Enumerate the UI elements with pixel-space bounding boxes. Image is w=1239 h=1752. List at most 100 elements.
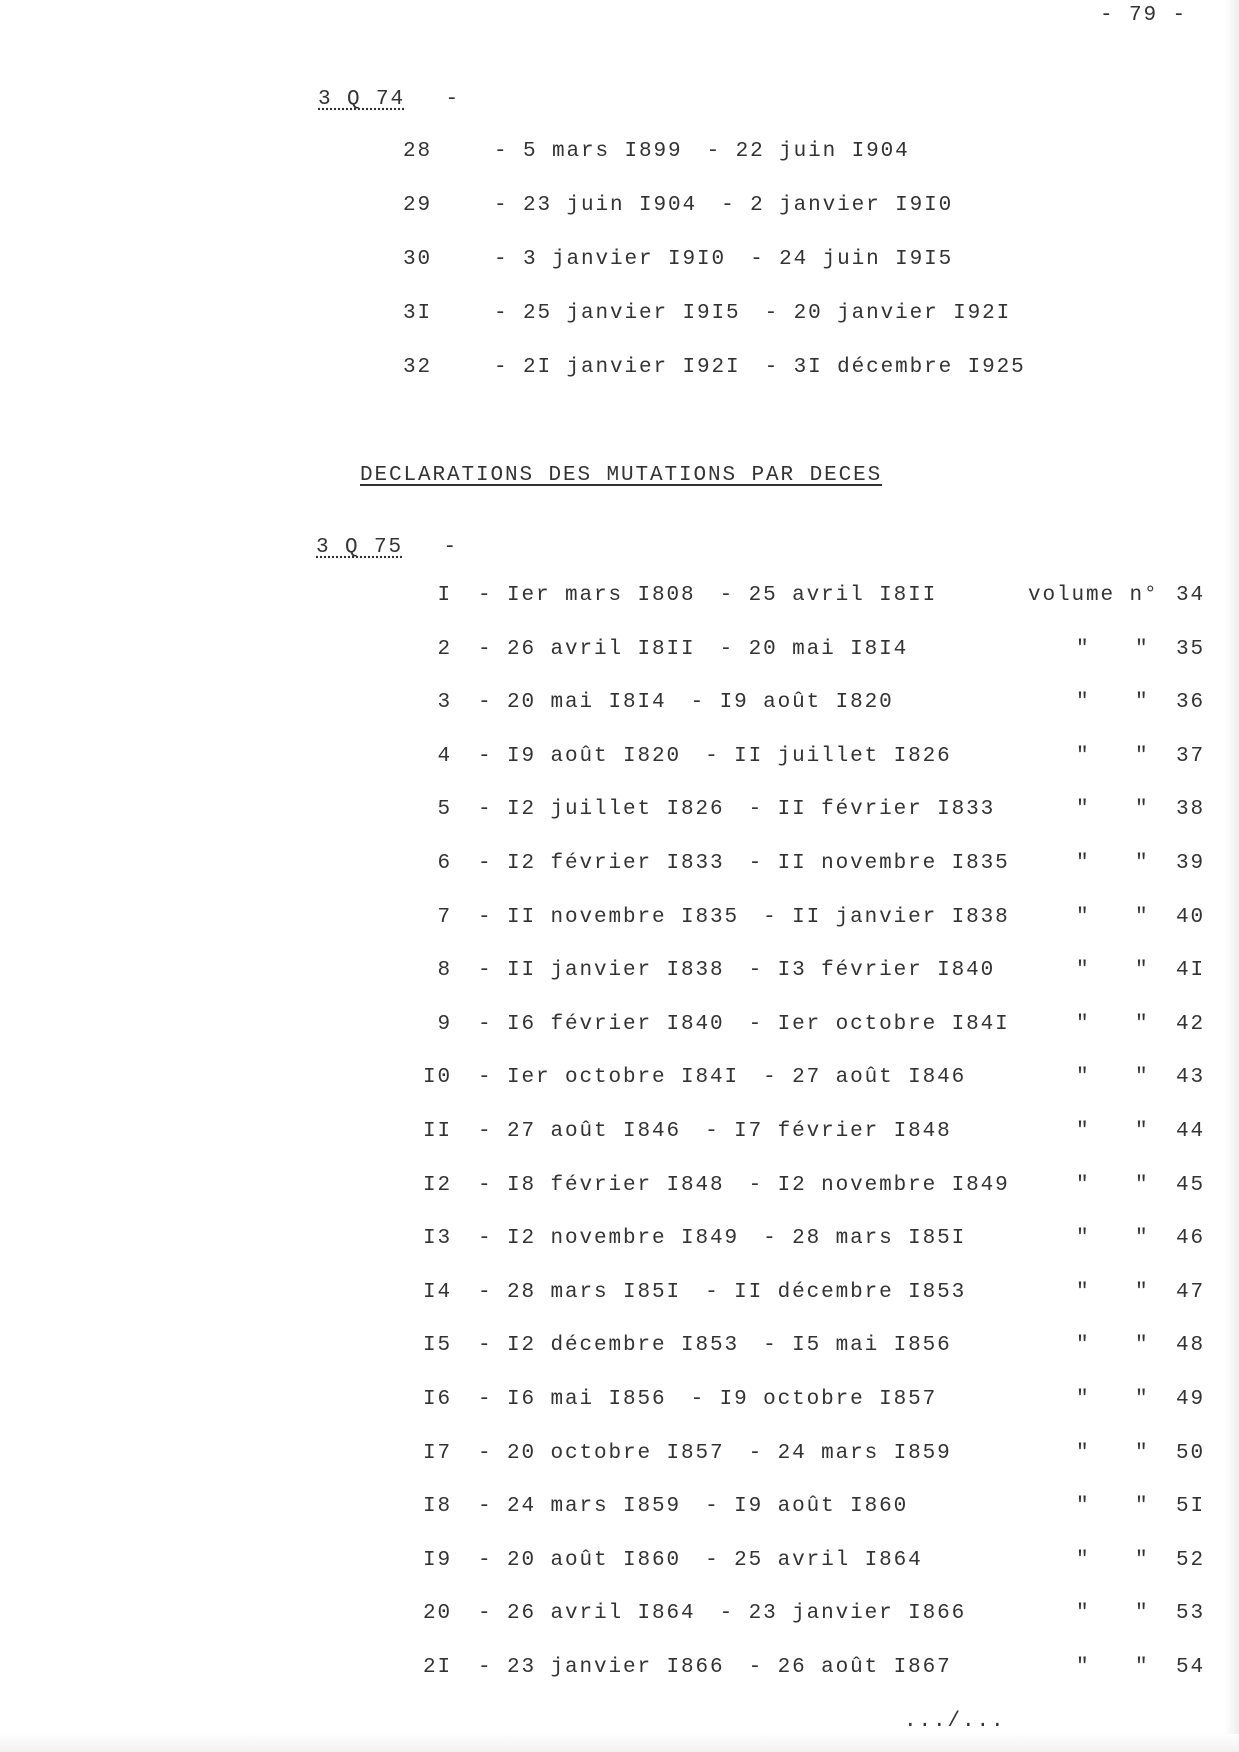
ditto-mark: " bbox=[1076, 1066, 1091, 1090]
list-item: 28 - 5 mars I899- 22 juin I904 bbox=[0, 140, 1239, 170]
list-item: I9 - 20 août I860- 25 avril I864 " " 52 bbox=[0, 1549, 1239, 1579]
list-item: 6 - I2 février I833- II novembre I835 " " 39 bbox=[0, 852, 1239, 882]
list-item: I8 - 24 mars I859- I9 août I860 " " 5I bbox=[0, 1495, 1239, 1525]
ditto-mark: " bbox=[1076, 1173, 1091, 1197]
section-code-3q74: 3 Q 74 - bbox=[318, 88, 460, 111]
ditto-mark: " bbox=[1135, 691, 1150, 715]
end-date: 27 août I846 bbox=[792, 1066, 967, 1090]
date-range: - 20 octobre I857- 24 mars I859 bbox=[478, 1442, 952, 1465]
list-item: 2 - 26 avril I8II - 20 mai I8I4 " " 35 bbox=[0, 638, 1239, 668]
volume-label: volume n° bbox=[1028, 584, 1159, 607]
start-date: I9 août I820 bbox=[507, 744, 682, 768]
ditto-mark: " bbox=[1076, 1334, 1091, 1358]
item-number: 3I bbox=[402, 302, 432, 325]
volume-number: 34 bbox=[1176, 584, 1206, 607]
dash: - bbox=[478, 1495, 493, 1519]
list-item: I6 - I6 mai I856- I9 octobre I857 " " 49 bbox=[0, 1388, 1239, 1418]
volume-number: 54 bbox=[1176, 1656, 1206, 1679]
start-date: I2 décembre I853 bbox=[507, 1334, 740, 1358]
date-range: - I8 février I848- I2 novembre I849 bbox=[478, 1174, 1010, 1197]
section-code-3q75: 3 Q 75 - bbox=[316, 536, 458, 559]
item-number: 4 bbox=[437, 744, 452, 768]
item-number: II bbox=[422, 1120, 452, 1143]
start-date: 20 mai I8I4 bbox=[507, 691, 667, 715]
ditto-mark: " bbox=[1076, 1388, 1091, 1411]
dash: - bbox=[748, 959, 764, 983]
ditto-mark: " bbox=[1076, 744, 1091, 768]
dash: - bbox=[478, 1120, 493, 1143]
date-range: - 26 avril I8II - 20 mai I8I4 bbox=[478, 638, 908, 661]
dash: - bbox=[750, 248, 765, 271]
date-range: - 28 mars I85I - II décembre I853 bbox=[478, 1281, 966, 1304]
dash: - bbox=[705, 1280, 720, 1304]
dash: - bbox=[494, 356, 509, 379]
item-number: 2I bbox=[422, 1656, 452, 1679]
item-number: I7 bbox=[422, 1441, 452, 1465]
volume-number: 42 bbox=[1176, 1012, 1206, 1036]
date-range: - 2I janvier I92I - 3I décembre I925 bbox=[494, 356, 1026, 379]
list-item: I3 - I2 novembre I849- 28 mars I85I " " 46 bbox=[0, 1227, 1239, 1257]
start-date: 2I janvier I92I bbox=[523, 356, 741, 379]
dash: - bbox=[719, 584, 735, 607]
ditto-mark: " bbox=[1135, 1388, 1150, 1411]
list-item: I4 - 28 mars I85I - II décembre I853 " " 47 bbox=[0, 1281, 1239, 1311]
volume-number: 40 bbox=[1176, 905, 1206, 929]
end-date: I3 février I840 bbox=[777, 959, 996, 983]
date-range: - Ier octobre I84I - 27 août I846 bbox=[478, 1066, 966, 1089]
volume-number: 37 bbox=[1176, 744, 1206, 768]
section-heading: DECLARATIONS DES MUTATIONS PAR DECES bbox=[360, 464, 883, 487]
list-item: I5 - I2 décembre I853- I5 mai I856 " " 48 bbox=[0, 1334, 1239, 1364]
dash: - bbox=[763, 905, 778, 929]
start-date: 28 mars I85I bbox=[507, 1280, 682, 1304]
start-date: I2 novembre I849 bbox=[507, 1227, 740, 1251]
ditto-mark: " bbox=[1076, 1656, 1091, 1679]
list-item: 2I - 23 janvier I866- 26 août I867 " " 54 bbox=[0, 1656, 1239, 1686]
end-date: I7 février I848 bbox=[734, 1120, 952, 1143]
volume-number: 44 bbox=[1176, 1120, 1206, 1143]
dash: - bbox=[748, 1173, 764, 1197]
list-item: I2 - I8 février I848- I2 novembre I849 " " 4… bbox=[0, 1174, 1239, 1204]
dash: - bbox=[478, 905, 493, 929]
section-dash: - bbox=[445, 88, 461, 111]
ditto-mark: " bbox=[1135, 637, 1150, 661]
start-date: I8 février I848 bbox=[507, 1173, 725, 1197]
continuation-mark: .../... bbox=[904, 1710, 1006, 1733]
date-range: - I2 juillet I826- II février I833 bbox=[478, 798, 995, 821]
list-item: II - 27 août I846- I7 février I848 " " 44 bbox=[0, 1120, 1239, 1150]
item-number: 8 bbox=[437, 959, 452, 983]
item-number: I4 bbox=[422, 1280, 452, 1304]
date-range: - I9 août I820- II juillet I826 bbox=[478, 745, 952, 768]
ditto-mark: " bbox=[1076, 1495, 1091, 1519]
list-item: I - Ier mars I808- 25 avril I8II volume n°… bbox=[0, 584, 1239, 614]
dash: - bbox=[705, 1495, 720, 1519]
item-number: 3 bbox=[437, 691, 452, 715]
dash: - bbox=[478, 637, 493, 661]
start-date: Ier octobre I84I bbox=[507, 1066, 740, 1090]
date-range: - I2 novembre I849- 28 mars I85I bbox=[478, 1227, 966, 1250]
item-number: 5 bbox=[437, 798, 452, 822]
list-item: 4 - I9 août I820- II juillet I826 " " 37 bbox=[0, 745, 1239, 775]
dash: - bbox=[494, 302, 509, 325]
page-number: - 79 - bbox=[1100, 4, 1188, 27]
dash: - bbox=[478, 852, 493, 875]
ditto-mark: " bbox=[1076, 637, 1091, 661]
volume-number: 52 bbox=[1176, 1548, 1206, 1572]
volume-number: 48 bbox=[1176, 1334, 1206, 1358]
item-number: 20 bbox=[422, 1602, 452, 1626]
ditto-mark: " bbox=[1135, 905, 1150, 929]
item-number: 28 bbox=[402, 140, 432, 163]
start-date: 20 août I860 bbox=[507, 1548, 682, 1572]
list-item: I0 - Ier octobre I84I - 27 août I846 " " 43 bbox=[0, 1066, 1239, 1096]
date-range: - 24 mars I859- I9 août I860 bbox=[478, 1495, 908, 1518]
item-number: 32 bbox=[402, 356, 432, 379]
dash: - bbox=[748, 1656, 764, 1679]
dash: - bbox=[763, 1334, 778, 1358]
date-range: - 23 janvier I866- 26 août I867 bbox=[478, 1656, 952, 1679]
dash: - bbox=[478, 1602, 493, 1626]
date-range: - 26 avril I864- 23 janvier I866 bbox=[478, 1602, 966, 1625]
date-range: - 20 août I860- 25 avril I864 bbox=[478, 1549, 923, 1572]
item-number: 6 bbox=[437, 852, 452, 875]
date-range: - 25 janvier I9I5- 20 janvier I92I bbox=[494, 302, 1011, 325]
ditto-mark: " bbox=[1076, 1012, 1091, 1036]
dash: - bbox=[690, 691, 706, 715]
